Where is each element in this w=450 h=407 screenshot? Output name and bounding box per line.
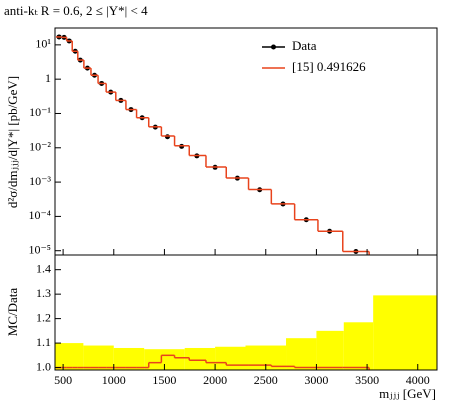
legend-label: Data (292, 38, 317, 53)
uncertainty-band (215, 346, 246, 370)
x-tick-label: 1000 (102, 373, 126, 387)
legend-label: [15] 0.491626 (292, 59, 366, 74)
x-tick-label: 500 (54, 373, 72, 387)
y-tick-label: 1.1 (36, 335, 51, 349)
y-tick-label: 10¹ (35, 37, 51, 51)
y-tick-label: 1 (45, 71, 51, 85)
uncertainty-band (286, 338, 317, 370)
uncertainty-band (83, 345, 114, 370)
x-tick-label: 3000 (304, 373, 328, 387)
y-tick-label: 1.3 (36, 286, 51, 300)
y-tick-label: 10⁻⁵ (28, 242, 51, 256)
uncertainty-band (55, 343, 84, 370)
x-tick-label: 2500 (254, 373, 278, 387)
uncertainty-band (343, 322, 374, 370)
y-tick-label: 10⁻¹ (29, 105, 51, 119)
chart-title: anti-kₜ R = 0.6, 2 ≤ |Y*| < 4 (4, 3, 148, 18)
plot-frame (54, 27, 438, 256)
uncertainty-band (373, 295, 437, 370)
y-tick-label: 1.2 (36, 310, 51, 324)
uncertainty-band (113, 347, 145, 370)
ratio-y-axis-label: MC/Data (5, 288, 20, 337)
x-tick-label: 1500 (152, 373, 176, 387)
x-axis-label: mⱼⱼⱼ [GeV] (379, 386, 436, 401)
uncertainty-band (316, 330, 344, 370)
y-tick-label: 10⁻³ (29, 174, 51, 188)
y-tick-label: 1.4 (36, 261, 51, 275)
y-tick-label: 10⁻⁴ (28, 208, 51, 222)
x-tick-label: 2000 (203, 373, 227, 387)
uncertainty-band (184, 347, 216, 370)
y-axis-label: d²σ/dmⱼⱼⱼ/d|Y*| [pb/GeV] (5, 76, 20, 208)
legend-marker (271, 44, 276, 50)
x-tick-label: 4000 (406, 373, 430, 387)
y-tick-label: 1.0 (36, 359, 51, 373)
x-tick-label: 3500 (355, 373, 379, 387)
uncertainty-band (144, 349, 185, 370)
plot-frame (54, 254, 438, 371)
y-tick-label: 10⁻² (29, 140, 51, 154)
